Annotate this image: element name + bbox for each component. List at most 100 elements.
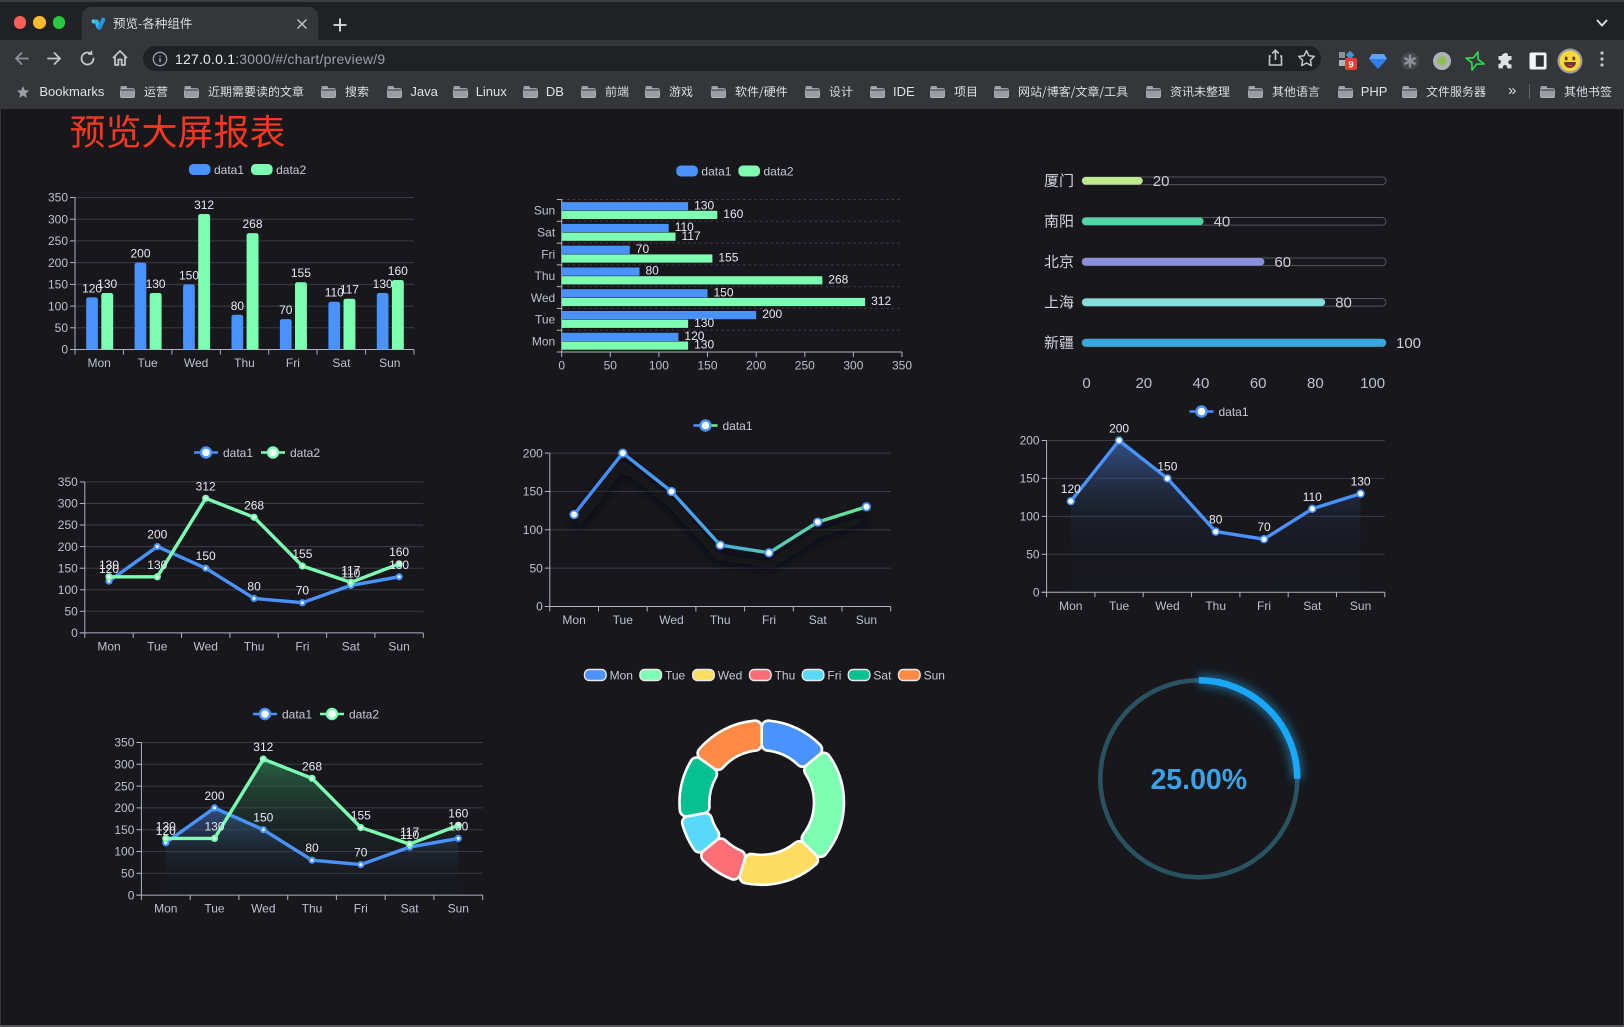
svg-text:20: 20	[1153, 173, 1170, 190]
svg-text:Tue: Tue	[535, 313, 556, 327]
svg-text:120: 120	[99, 562, 119, 576]
svg-text:150: 150	[714, 285, 734, 299]
svg-text:130: 130	[1351, 475, 1371, 489]
svg-text:117: 117	[682, 229, 701, 243]
svg-text:Fri: Fri	[541, 247, 555, 261]
svg-text:80: 80	[247, 579, 261, 593]
svg-text:120: 120	[1061, 482, 1081, 496]
svg-text:Fri: Fri	[827, 669, 841, 683]
svg-text:100: 100	[58, 583, 78, 597]
svg-text:Sat: Sat	[809, 613, 828, 627]
svg-text:Mon: Mon	[88, 356, 111, 370]
svg-text:Sat: Sat	[401, 902, 420, 916]
svg-text:Tue: Tue	[137, 356, 158, 370]
svg-text:100: 100	[114, 845, 134, 859]
svg-text:350: 350	[48, 191, 68, 205]
svg-text:Thu: Thu	[710, 613, 731, 627]
svg-text:80: 80	[1209, 513, 1223, 527]
svg-text:0: 0	[1033, 586, 1040, 600]
svg-text:130: 130	[694, 316, 714, 330]
svg-text:100: 100	[523, 523, 543, 537]
svg-text:Fri: Fri	[354, 902, 368, 916]
svg-text:50: 50	[121, 867, 135, 881]
svg-text:130: 130	[204, 819, 224, 833]
svg-text:268: 268	[828, 272, 848, 286]
svg-text:130: 130	[99, 558, 119, 572]
svg-text:120: 120	[156, 824, 176, 838]
svg-text:60: 60	[1274, 254, 1291, 271]
svg-text:268: 268	[244, 498, 264, 512]
svg-text:312: 312	[196, 479, 216, 493]
svg-text:200: 200	[130, 247, 150, 261]
svg-text:130: 130	[694, 198, 714, 212]
svg-text:40: 40	[1193, 375, 1210, 392]
svg-text:Wed: Wed	[184, 356, 208, 370]
svg-text:130: 130	[97, 277, 117, 291]
svg-text:150: 150	[196, 549, 216, 563]
svg-text:Thu: Thu	[234, 356, 255, 370]
svg-text:155: 155	[292, 547, 312, 561]
svg-text:130: 130	[694, 338, 714, 352]
svg-text:150: 150	[253, 811, 273, 825]
svg-text:300: 300	[48, 212, 68, 226]
svg-text:Mon: Mon	[154, 902, 177, 916]
svg-text:0: 0	[128, 888, 135, 902]
svg-text:70: 70	[636, 242, 650, 256]
svg-text:Wed: Wed	[1155, 599, 1179, 613]
svg-text:80: 80	[1307, 375, 1324, 392]
svg-text:data1: data1	[282, 707, 312, 721]
svg-text:100: 100	[1396, 335, 1421, 352]
svg-text:350: 350	[892, 359, 912, 373]
svg-text:200: 200	[48, 256, 68, 270]
svg-text:25.00%: 25.00%	[1150, 764, 1247, 796]
svg-text:Sun: Sun	[1350, 599, 1371, 613]
svg-text:200: 200	[114, 801, 134, 815]
svg-text:150: 150	[179, 268, 199, 282]
svg-text:200: 200	[147, 528, 167, 542]
svg-text:50: 50	[64, 605, 78, 619]
svg-text:Thu: Thu	[1205, 599, 1226, 613]
svg-text:0: 0	[71, 626, 78, 640]
svg-text:data1: data1	[701, 165, 731, 179]
svg-text:350: 350	[114, 736, 134, 750]
svg-text:150: 150	[1020, 472, 1040, 486]
svg-text:Tue: Tue	[204, 902, 225, 916]
svg-text:40: 40	[1214, 214, 1231, 231]
svg-text:155: 155	[291, 266, 311, 280]
svg-text:Sat: Sat	[537, 226, 556, 240]
svg-text:155: 155	[718, 251, 738, 265]
svg-text:268: 268	[242, 217, 262, 231]
svg-text:312: 312	[194, 198, 214, 212]
svg-text:data2: data2	[764, 165, 794, 179]
svg-text:60: 60	[1250, 375, 1267, 392]
svg-text:data2: data2	[349, 707, 379, 721]
svg-text:150: 150	[523, 485, 543, 499]
svg-text:250: 250	[58, 518, 78, 532]
svg-text:Wed: Wed	[193, 639, 217, 653]
svg-text:Sun: Sun	[856, 613, 877, 627]
svg-text:200: 200	[523, 446, 543, 460]
svg-text:130: 130	[147, 558, 167, 572]
svg-text:117: 117	[341, 563, 360, 577]
svg-text:data2: data2	[290, 446, 320, 460]
svg-text:120: 120	[684, 329, 704, 343]
svg-text:data1: data1	[1219, 405, 1249, 419]
svg-text:155: 155	[351, 809, 371, 823]
svg-text:Fri: Fri	[1257, 599, 1271, 613]
svg-text:Sat: Sat	[873, 669, 892, 683]
svg-text:0: 0	[558, 359, 565, 373]
svg-text:150: 150	[114, 823, 134, 837]
svg-text:100: 100	[1020, 510, 1040, 524]
svg-text:Mon: Mon	[97, 639, 120, 653]
svg-text:Wed: Wed	[251, 902, 275, 916]
svg-text:110: 110	[400, 828, 419, 842]
svg-text:70: 70	[296, 584, 310, 598]
svg-text:70: 70	[354, 846, 368, 860]
svg-text:Sat: Sat	[342, 639, 361, 653]
svg-text:117: 117	[340, 283, 359, 297]
svg-text:Wed: Wed	[718, 669, 742, 683]
svg-text:150: 150	[697, 359, 717, 373]
svg-text:Sun: Sun	[379, 356, 400, 370]
svg-text:Fri: Fri	[762, 613, 776, 627]
svg-text:20: 20	[1135, 375, 1152, 392]
